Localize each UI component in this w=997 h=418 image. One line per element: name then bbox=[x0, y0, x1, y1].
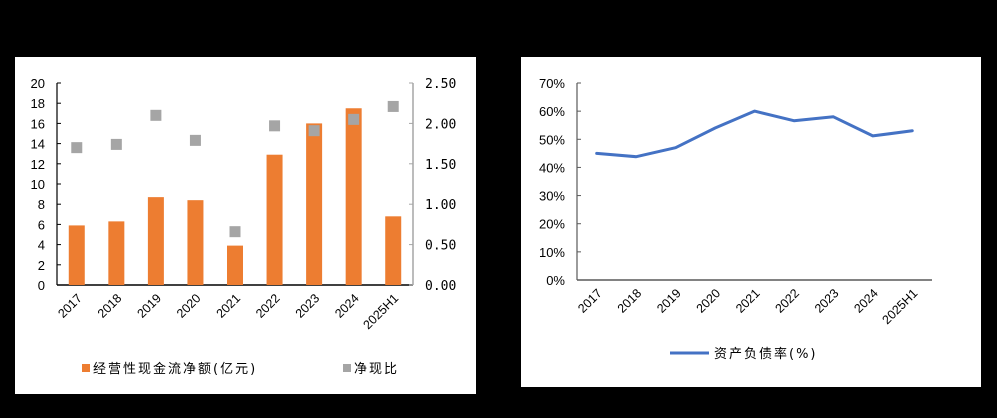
y-tick-label: 4 bbox=[38, 238, 45, 253]
y2-tick-label: 2.50 bbox=[425, 77, 456, 92]
x-tick-label: 2024 bbox=[332, 291, 362, 321]
bar bbox=[306, 123, 323, 286]
x-tick-label: 2021 bbox=[214, 291, 244, 321]
cash-flow-bars bbox=[68, 108, 402, 286]
y-tick-label: 20% bbox=[539, 217, 565, 232]
x-tick-label: 2021 bbox=[733, 286, 763, 316]
cash-flow-chart-panel: 0 2 4 6 8 10 12 14 16 18 20 0.00 0.50 1.00 1.50 2.00 2.… bbox=[15, 57, 476, 394]
debt-ratio-chart: 0% 10% 20% 30% 40% 50% 60% 70% 2017 2018 2019 2020… bbox=[539, 76, 932, 362]
y-tick-label: 40% bbox=[539, 160, 565, 175]
x-tick-label: 2023 bbox=[812, 286, 842, 316]
debt-ratio-chart-panel: 0% 10% 20% 30% 40% 50% 60% 70% 2017 2018 2019 2020… bbox=[521, 57, 981, 387]
x-tick-label: 2017 bbox=[55, 291, 85, 321]
legend-bar-label: 经营性现金流净额(亿元) bbox=[93, 361, 257, 377]
y-tick-label: 6 bbox=[38, 217, 45, 232]
x-tick-label: 2022 bbox=[772, 286, 802, 316]
bar bbox=[108, 221, 125, 285]
y-tick-label: 20 bbox=[31, 76, 45, 91]
right-y-axis: 0.00 0.50 1.00 1.50 2.00 2.50 bbox=[409, 77, 456, 294]
x-tick-label: 2025H1 bbox=[360, 291, 401, 332]
y-tick-label: 70% bbox=[539, 76, 565, 91]
legend-line-label: 资产负债率(%) bbox=[714, 346, 818, 362]
net-cash-ratio-markers bbox=[71, 100, 399, 238]
y2-tick-label: 0.00 bbox=[425, 279, 456, 294]
y-tick-label: 50% bbox=[539, 132, 565, 147]
bar bbox=[266, 154, 283, 285]
y2-tick-label: 2.00 bbox=[425, 117, 456, 132]
cash-flow-chart: 0 2 4 6 8 10 12 14 16 18 20 0.00 0.50 1.00 1.50 2.00 2.… bbox=[31, 76, 457, 377]
marker bbox=[308, 125, 320, 137]
bar bbox=[187, 200, 204, 285]
marker bbox=[348, 113, 360, 125]
marker bbox=[229, 226, 241, 238]
y2-tick-label: 0.50 bbox=[425, 239, 456, 254]
marker bbox=[110, 138, 122, 150]
x-tick-label: 2018 bbox=[615, 286, 645, 316]
y-tick-label: 12 bbox=[31, 157, 45, 172]
marker bbox=[387, 100, 399, 112]
legend-bar-swatch bbox=[82, 364, 90, 372]
y-axis: 0% 10% 20% 30% 40% 50% 60% 70% bbox=[539, 76, 932, 288]
marker bbox=[150, 109, 162, 121]
marker bbox=[71, 142, 83, 154]
debt-ratio-line bbox=[595, 109, 914, 159]
x-tick-label: 2020 bbox=[694, 286, 724, 316]
x-tick-label: 2019 bbox=[654, 286, 684, 316]
y-tick-label: 10% bbox=[539, 245, 565, 260]
bar bbox=[385, 216, 402, 285]
y-tick-label: 60% bbox=[539, 104, 565, 119]
x-tick-label: 2024 bbox=[851, 286, 881, 316]
x-tick-label: 2023 bbox=[293, 291, 323, 321]
x-tick-label: 2017 bbox=[575, 286, 605, 316]
y-tick-label: 0% bbox=[546, 273, 565, 288]
legend-marker-label: 净现比 bbox=[354, 362, 399, 377]
bar bbox=[147, 197, 164, 285]
bar bbox=[345, 108, 362, 285]
y-tick-label: 16 bbox=[31, 116, 45, 131]
x-tick-label: 2020 bbox=[174, 291, 204, 321]
x-tick-label: 2019 bbox=[134, 291, 164, 321]
y-tick-label: 0 bbox=[38, 278, 45, 293]
bar bbox=[227, 245, 243, 285]
legend: 经营性现金流净额(亿元) 净现比 bbox=[82, 361, 399, 377]
y-tick-label: 14 bbox=[31, 137, 45, 152]
y-tick-label: 2 bbox=[38, 258, 45, 273]
y-tick-label: 8 bbox=[38, 197, 45, 212]
x-tick-label: 2022 bbox=[253, 291, 283, 321]
y-tick-label: 30% bbox=[539, 189, 565, 204]
marker bbox=[189, 134, 201, 146]
x-tick-label: 2018 bbox=[95, 291, 125, 321]
marker bbox=[269, 120, 281, 132]
series-line bbox=[595, 109, 914, 159]
x-tick-label: 2025H1 bbox=[880, 286, 921, 327]
y2-tick-label: 1.50 bbox=[425, 158, 456, 173]
y2-tick-label: 1.00 bbox=[425, 198, 456, 213]
legend-marker-swatch bbox=[343, 364, 351, 372]
bar bbox=[68, 225, 85, 285]
y-tick-label: 10 bbox=[31, 177, 45, 192]
legend: 资产负债率(%) bbox=[670, 346, 818, 362]
y-tick-label: 18 bbox=[31, 96, 45, 111]
